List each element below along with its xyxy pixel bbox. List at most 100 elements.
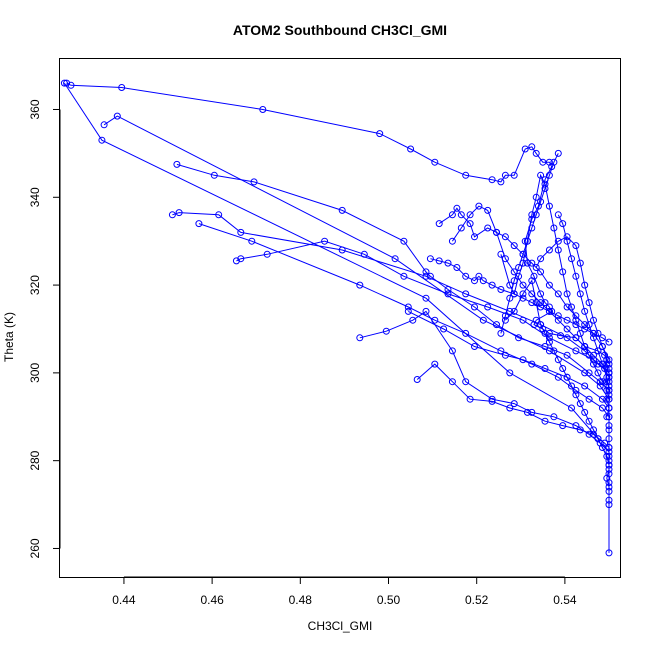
data-point — [550, 224, 558, 232]
x-tick-label: 0.46 — [200, 593, 224, 607]
data-point — [537, 321, 545, 329]
data-point — [585, 369, 593, 377]
data-point — [545, 281, 553, 289]
data-point — [471, 277, 478, 285]
data-point — [541, 329, 549, 337]
data-point — [67, 81, 75, 89]
x-tick-label: 0.48 — [289, 593, 313, 607]
data-point — [471, 343, 478, 350]
data-point — [605, 378, 613, 386]
series-line-15 — [505, 279, 610, 466]
series-line-10 — [408, 310, 610, 409]
data-point — [484, 206, 492, 214]
data-point — [603, 452, 611, 460]
data-point — [605, 395, 613, 403]
data-point — [605, 426, 613, 434]
data-point — [462, 171, 470, 179]
data-point — [113, 112, 121, 120]
data-point — [215, 211, 223, 219]
data-point — [532, 264, 540, 271]
data-point — [594, 369, 602, 377]
data-point — [581, 325, 589, 333]
data-point — [360, 250, 368, 258]
data-point — [585, 351, 593, 359]
data-point — [98, 136, 106, 144]
data-point — [263, 250, 271, 258]
data-point — [250, 178, 258, 186]
data-point — [539, 158, 547, 166]
data-point — [435, 220, 443, 228]
data-point — [563, 237, 571, 245]
data-point — [376, 130, 384, 138]
data-point — [572, 391, 580, 399]
data-point — [448, 347, 456, 355]
data-point — [466, 211, 474, 219]
data-point — [590, 356, 597, 364]
data-point — [576, 329, 584, 337]
data-point — [590, 430, 597, 438]
data-point — [100, 121, 108, 129]
data-point — [528, 408, 536, 416]
data-point — [581, 321, 589, 329]
data-point — [175, 209, 183, 217]
data-point — [488, 281, 496, 289]
data-point — [563, 303, 571, 311]
data-point — [453, 264, 461, 271]
data-point — [559, 220, 567, 228]
data-point — [506, 369, 514, 377]
data-point — [554, 356, 562, 364]
x-tick-label: 0.52 — [465, 593, 489, 607]
data-point — [605, 496, 613, 504]
data-point — [537, 299, 545, 307]
data-point — [426, 255, 434, 263]
data-point — [488, 397, 496, 405]
data-point — [519, 356, 527, 364]
data-point — [356, 334, 364, 342]
data-point — [594, 360, 602, 368]
data-point — [605, 422, 613, 430]
plot-frame — [59, 58, 621, 578]
data-point — [528, 224, 536, 232]
data-point — [568, 404, 575, 412]
data-point — [422, 307, 430, 315]
data-point — [493, 228, 500, 236]
data-point — [422, 272, 430, 280]
data-point — [537, 290, 545, 298]
data-point — [173, 160, 181, 168]
data-point — [590, 360, 597, 368]
data-point — [409, 316, 417, 324]
data-point — [550, 347, 558, 355]
data-point — [232, 257, 240, 265]
data-point — [400, 237, 408, 245]
data-point — [168, 211, 176, 219]
data-point — [510, 400, 518, 408]
data-point — [404, 303, 412, 311]
data-point — [466, 395, 474, 403]
data-point — [581, 347, 589, 355]
x-axis-label: CH3Cl_GMI — [308, 619, 373, 633]
data-point — [563, 373, 571, 381]
data-point — [356, 281, 364, 289]
data-point — [598, 343, 606, 350]
data-point — [598, 404, 606, 412]
data-point — [391, 255, 399, 263]
data-point — [510, 277, 518, 285]
data-point — [479, 316, 487, 324]
data-point — [118, 84, 126, 91]
data-point — [576, 426, 584, 434]
series-line-8 — [359, 310, 610, 453]
data-point — [444, 290, 452, 298]
series-line-11 — [430, 258, 610, 343]
data-point — [541, 365, 549, 372]
data-point — [598, 378, 606, 386]
data-point — [594, 329, 602, 337]
axes: 0.44 0.46 0.48 0.50 0.52 0.54 260 280 300 320 340 3… — [28, 99, 577, 607]
data-point — [554, 237, 562, 245]
data-point — [382, 327, 390, 335]
data-point — [60, 79, 68, 87]
data-point — [572, 316, 580, 324]
data-point — [576, 400, 584, 408]
series-line-12 — [438, 207, 610, 360]
y-tick-label: 360 — [28, 99, 42, 119]
